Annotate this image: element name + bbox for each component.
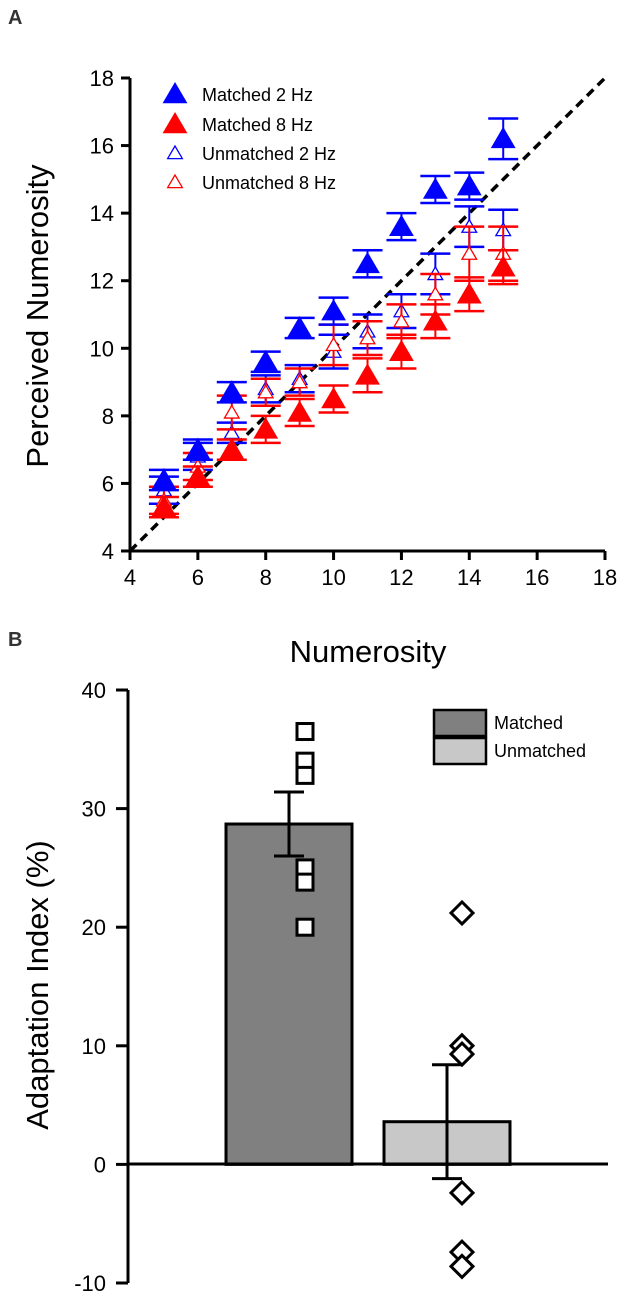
legend-label-matched-2hz: Matched 2 Hz [202,85,313,105]
subject-point-unmatched [448,899,476,927]
x-tick-label-10: 10 [321,565,345,590]
data-point [426,285,444,301]
x-tick-label-8: 8 [260,565,272,590]
data-point [219,380,245,402]
data-point [389,214,414,236]
legend-marker-unmatched-8-hz [166,173,184,189]
legend-marker-unmatched-2-hz [166,144,184,160]
data-point [456,282,482,304]
data-point [422,177,448,199]
data-point [287,400,313,422]
data-point [223,404,241,419]
data-point [392,312,410,328]
data-point [253,349,279,372]
data-point [257,383,275,399]
panel-a-legend: Matched 2 Hz Matched 8 Hz Unmatched 2 Hz… [162,82,336,193]
data-point [219,437,245,459]
data-point [355,363,380,385]
data-point [456,174,482,196]
y-tick-label-4: 4 [102,539,114,564]
legend-marker-matched-2-hz [162,82,188,104]
subject-point-matched [295,917,315,937]
data-point [185,437,211,459]
subject-point-unmatched [448,1253,476,1280]
subject-point-matched [295,765,315,785]
legend-swatch-unmatched [432,736,488,766]
data-point [151,468,177,490]
panel-b: B -10 0 10 20 30 40 Adaptation Index (%) Matc… [8,629,608,1296]
subject-point-unmatched [448,1040,476,1068]
data-point [490,255,516,277]
data-point [359,329,376,345]
x-tick-label-4: 4 [124,565,136,590]
data-point [321,299,346,321]
series-matched-8-hz [148,249,519,519]
series-matched-2-hz [148,117,519,492]
b-y-tick-label-0: 0 [94,1152,106,1177]
legend-marker-matched-8-hz [162,112,188,134]
x-tick-label-12: 12 [389,565,413,590]
data-point [291,373,309,389]
data-point [389,339,414,361]
panel-b-label: B [8,629,22,651]
data-point [253,417,279,439]
data-point [460,245,478,260]
data-point [185,464,211,486]
data-point [490,126,516,149]
y-tick-label-6: 6 [102,471,114,496]
y-tick-label-8: 8 [102,404,114,429]
panel-a-y-axis-title: Perceived Numerosity [20,164,55,468]
x-tick-label-18: 18 [593,565,617,590]
b-y-tick-label-40: 40 [82,678,106,703]
legend-label-unmatched: Unmatched [494,741,586,761]
data-point [355,251,380,274]
data-point [321,386,346,409]
panel-a-x-axis-title: Numerosity [290,634,447,669]
series-unmatched-8-hz [148,225,519,516]
b-y-tick-label-10: 10 [82,1034,106,1059]
legend-label-matched: Matched [494,713,563,733]
bar-matched [224,822,354,1166]
legend-label-unmatched-8hz: Unmatched 8 Hz [202,173,336,193]
b-y-tick-label-30: 30 [82,797,106,822]
y-tick-label-18: 18 [90,66,114,91]
y-tick-label-16: 16 [90,134,114,159]
panel-a-label: A [8,7,22,29]
legend-swatch-matched [432,708,488,738]
legend-label-matched-8hz: Matched 8 Hz [202,115,313,135]
data-point [422,309,448,331]
y-tick-label-10: 10 [90,336,114,361]
x-tick-label-14: 14 [457,565,481,590]
subject-point-matched [295,722,315,742]
x-tick-label-6: 6 [192,565,204,590]
panel-b-legend: Matched Unmatched [432,708,586,766]
y-tick-label-12: 12 [90,269,114,294]
b-y-tick-label-20: 20 [82,915,106,940]
data-point [287,316,313,338]
data-point [325,336,343,352]
legend-label-unmatched-2hz: Unmatched 2 Hz [202,144,336,164]
subject-point-matched [295,872,315,892]
x-tick-label-16: 16 [525,565,549,590]
subject-point-unmatched [448,1179,476,1206]
panel-b-y-axis-title: Adaptation Index (%) [20,840,55,1130]
y-tick-label-14: 14 [90,201,114,226]
data-point [151,495,177,517]
b-y-tick-label-10: -10 [74,1271,106,1296]
